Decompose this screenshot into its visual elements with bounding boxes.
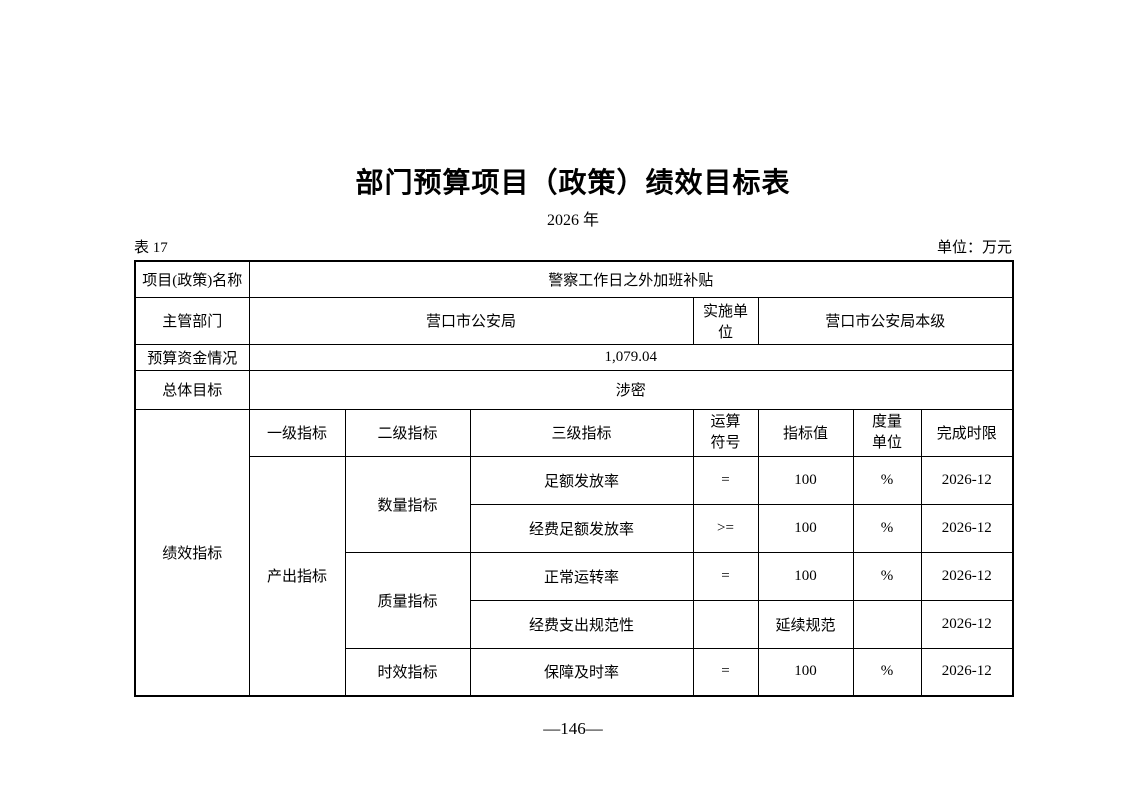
cell-unit: % — [852, 455, 922, 505]
indicator-row: 经费支出规范性 延续规范 2026-12 — [135, 599, 1014, 649]
cell-goal-label: 总体目标 — [134, 369, 250, 410]
table-meta: 表 17 单位：万元 — [134, 239, 1012, 257]
indicator-row: 经费足额发放率 >= 100 % 2026-12 — [135, 503, 1014, 553]
cell-level3: 正常运转率 — [469, 551, 694, 601]
year-subtitle: 2026 年 — [546, 212, 599, 229]
page-title: 部门预算项目（政策）绩效目标表 — [355, 168, 791, 199]
cell-deadline: 2026-12 — [920, 599, 1014, 649]
cell-unit: % — [852, 647, 922, 697]
header-level1: 一级指标 — [248, 408, 346, 457]
cell-level2: 数量指标 — [344, 455, 471, 553]
indicator-row: 质量指标 正常运转率 = 100 % 2026-12 — [135, 551, 1014, 649]
cell-dept-label: 主管部门 — [134, 296, 250, 345]
table-row: 预算资金情况 1,079.04 — [134, 343, 1014, 371]
cell-value: 100 — [757, 551, 854, 601]
cell-operator: = — [692, 647, 759, 697]
cell-dept: 营口市公安局 — [248, 296, 694, 345]
cell-operator — [692, 599, 759, 649]
cell-deadline: 2026-12 — [920, 551, 1014, 601]
cell-budget-label: 预算资金情况 — [134, 343, 250, 371]
cell-unit — [852, 599, 922, 649]
cell-unit: % — [852, 503, 922, 553]
performance-target-table: 项目(政策)名称 警察工作日之外加班补贴 主管部门 营口市公安局 实施单位 营口… — [134, 260, 1015, 697]
unit-note: 单位：万元 — [936, 240, 1012, 256]
cell-level3: 经费足额发放率 — [469, 503, 694, 553]
cell-value: 延续规范 — [757, 599, 854, 649]
cell-deadline: 2026-12 — [920, 647, 1014, 697]
cell-deadline: 2026-12 — [920, 455, 1014, 505]
cell-level3: 足额发放率 — [469, 455, 694, 505]
cell-impl: 营口市公安局本级 — [757, 296, 1014, 345]
page-number: —146— — [543, 719, 603, 738]
indicator-row: 时效指标 保障及时率 = 100 % 2026-12 — [135, 647, 1014, 697]
header-level3: 三级指标 — [469, 408, 694, 457]
table-row: 总体目标 涉密 — [134, 369, 1014, 410]
cell-level2: 质量指标 — [344, 551, 471, 649]
table-row: 项目(政策)名称 警察工作日之外加班补贴 — [134, 260, 1014, 298]
header-value: 指标值 — [757, 408, 854, 457]
cell-value: 100 — [757, 647, 854, 697]
cell-impl-label: 实施单位 — [692, 296, 759, 345]
table-row: 主管部门 营口市公安局 实施单位 营口市公安局本级 — [134, 296, 1014, 345]
indicator-row: 产出指标 数量指标 足额发放率 = 100 % 2026-12 — [135, 455, 1014, 697]
cell-level1: 产出指标 — [248, 455, 346, 697]
cell-operator: = — [692, 455, 759, 505]
cell-budget-value: 1,079.04 — [248, 343, 1014, 371]
cell-goal-value: 涉密 — [248, 369, 1014, 410]
cell-value: 100 — [757, 503, 854, 553]
cell-project-name-label: 项目(政策)名称 — [134, 260, 250, 298]
cell-operator: >= — [692, 503, 759, 553]
table-number: 表 17 — [134, 240, 168, 256]
cell-level2: 时效指标 — [344, 647, 471, 697]
cell-value: 100 — [757, 455, 854, 505]
cell-operator: = — [692, 551, 759, 601]
header-level2: 二级指标 — [344, 408, 471, 457]
cell-project-name: 警察工作日之外加班补贴 — [248, 260, 1014, 298]
header-operator: 运算 符号 — [692, 408, 759, 457]
cell-unit: % — [852, 551, 922, 601]
cell-section-label: 绩效指标 — [134, 408, 250, 697]
header-deadline: 完成时限 — [920, 408, 1014, 457]
cell-deadline: 2026-12 — [920, 503, 1014, 553]
document-content: 部门预算项目（政策）绩效目标表 2026 年 表 17 单位：万元 项目(政策)… — [134, 0, 1015, 739]
indicator-header-row: 绩效指标 一级指标 二级指标 三级指标 运算 符号 指标值 度量 单位 完成时限 — [134, 408, 1014, 697]
header-unit: 度量 单位 — [852, 408, 922, 457]
cell-level3: 保障及时率 — [469, 647, 694, 697]
cell-level3: 经费支出规范性 — [469, 599, 694, 649]
